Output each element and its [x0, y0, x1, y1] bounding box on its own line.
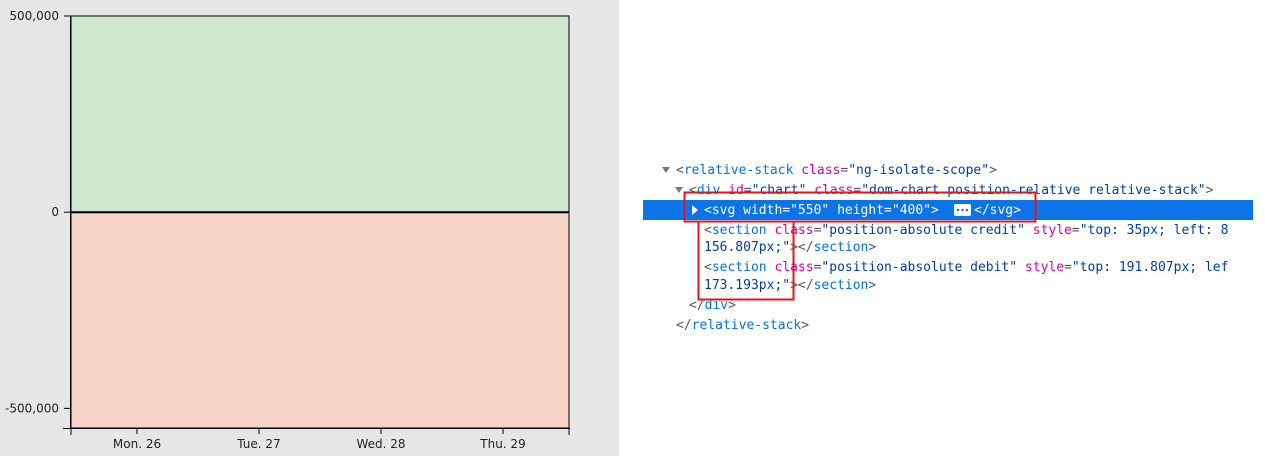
highlight-box: [697, 220, 795, 301]
selected-row: [643, 200, 1253, 220]
x-tick-label: Tue. 27: [236, 437, 280, 451]
y-tick-label: 500,000: [9, 9, 59, 23]
highlight-box: [683, 191, 1037, 223]
x-tick-label: Thu. 29: [479, 437, 525, 451]
code-line: <svg width="550" height="400">: [704, 203, 939, 218]
dot: [956, 208, 960, 212]
credit-area: [71, 16, 569, 213]
chart: 500,000 0 -500,000 Mon. 26 Tue. 27 Wed. 28 Thu…: [5, 9, 570, 451]
code-line: </relative-stack>: [676, 318, 809, 333]
code-line: <relative-stack class="ng-isolate-scope"…: [676, 163, 997, 178]
expand-toggle[interactable]: [662, 167, 670, 173]
code-line: 173.193px;"></section>: [704, 278, 876, 293]
expand-toggle[interactable]: [692, 205, 698, 215]
x-tick-label: Mon. 26: [113, 437, 161, 451]
code-line: <section class="position-absolute debit"…: [704, 260, 1228, 275]
x-tick-label: Wed. 28: [356, 437, 405, 451]
devtools-panel: <relative-stack class="ng-isolate-scope"…: [643, 163, 1253, 333]
code-line: 156.807px;"></section>: [704, 240, 876, 255]
code-line: </div>: [689, 298, 736, 313]
y-tick-label: 0: [51, 205, 59, 219]
debit-area: [71, 212, 569, 428]
code-line: <div id="chart" class="dom-chart positio…: [689, 183, 1214, 198]
y-tick-label: -500,000: [5, 401, 59, 415]
dot: [965, 208, 969, 212]
expand-toggle[interactable]: [675, 187, 683, 193]
code-line: <section class="position-absolute credit…: [704, 223, 1228, 238]
dot: [961, 208, 964, 212]
code-line: </svg>: [974, 203, 1021, 218]
